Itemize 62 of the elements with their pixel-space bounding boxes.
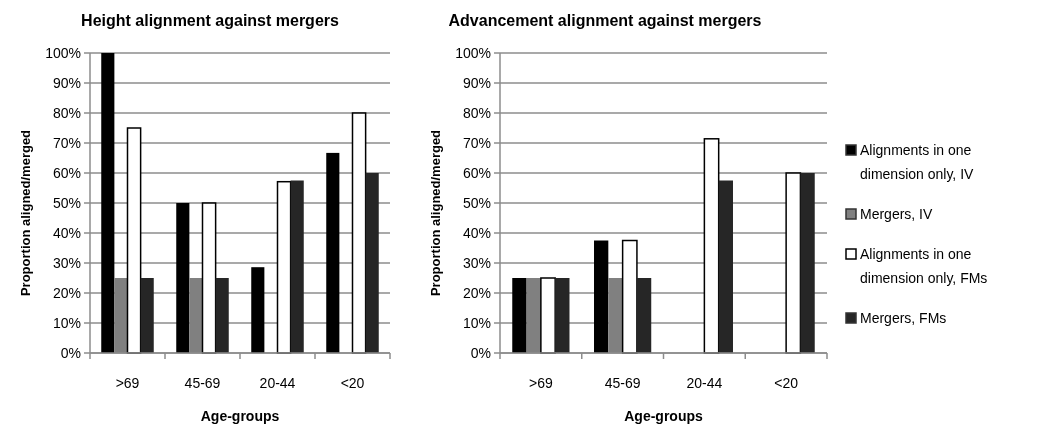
y-tick-label: 10%	[462, 314, 491, 331]
bar	[351, 112, 367, 354]
chart-title: Advancement alignment against mergers	[448, 12, 762, 29]
y-tick-label: 30%	[462, 254, 491, 271]
y-tick-label: 30%	[52, 254, 81, 271]
bar	[785, 172, 802, 354]
y-tick-label: 40%	[52, 224, 81, 241]
y-axis-title: Proportion aligned/merged	[428, 129, 443, 297]
y-tick-label: 60%	[462, 164, 491, 181]
legend-label: Alignments in one dimension only, IV	[860, 141, 975, 182]
y-tick-label: 0%	[60, 344, 81, 361]
y-tick-label: 40%	[462, 224, 491, 241]
y-tick-label: 70%	[52, 134, 81, 151]
bar	[201, 202, 217, 354]
bar	[251, 267, 265, 353]
y-tick-label: 70%	[462, 134, 491, 151]
bar	[126, 127, 142, 354]
y-tick-label: 50%	[52, 194, 81, 211]
y-tick-label: 80%	[462, 104, 491, 121]
chart-title: Height alignment against mergers	[81, 12, 340, 29]
y-tick-label: 50%	[462, 194, 491, 211]
x-tick-label: <20	[774, 375, 799, 391]
legend-label: Mergers, IV	[860, 205, 934, 222]
x-tick-label: <20	[340, 375, 365, 391]
y-axis-title: Proportion aligned/merged	[18, 129, 33, 297]
bar	[594, 240, 609, 353]
bar	[621, 239, 638, 354]
bar	[540, 277, 556, 354]
y-tick-label: 20%	[52, 284, 81, 301]
bar	[276, 180, 292, 354]
y-tick-label: 0%	[470, 344, 491, 361]
x-tick-label: 20-44	[686, 375, 723, 391]
x-axis-title: Age-groups	[200, 408, 280, 424]
x-tick-label: >69	[115, 375, 140, 391]
y-tick-label: 10%	[52, 314, 81, 331]
bar	[101, 53, 115, 353]
x-tick-label: 45-69	[604, 375, 641, 391]
bar	[365, 173, 379, 353]
y-tick-label: 100%	[455, 44, 491, 61]
y-tick-label: 60%	[52, 164, 81, 181]
x-tick-label: >69	[529, 375, 553, 391]
x-tick-label: 20-44	[259, 375, 296, 391]
bar	[215, 278, 229, 353]
legend-label: Alignments in one dimension only, FMs	[860, 245, 988, 286]
bar	[140, 278, 154, 353]
bar	[290, 180, 304, 353]
y-tick-label: 90%	[462, 74, 491, 91]
bar	[800, 173, 815, 353]
bar	[703, 138, 720, 354]
bar	[512, 278, 527, 353]
y-tick-label: 80%	[52, 104, 81, 121]
bar	[718, 180, 733, 353]
x-tick-label: 45-69	[184, 375, 221, 391]
bar	[555, 278, 570, 353]
legend-label: Mergers, FMs	[860, 309, 947, 326]
x-axis-title: Age-groups	[624, 408, 703, 424]
y-tick-label: 100%	[45, 44, 81, 61]
bar	[636, 278, 652, 353]
y-tick-label: 20%	[462, 284, 491, 301]
y-tick-label: 90%	[52, 74, 81, 91]
bar	[176, 203, 190, 353]
bar	[326, 152, 340, 353]
